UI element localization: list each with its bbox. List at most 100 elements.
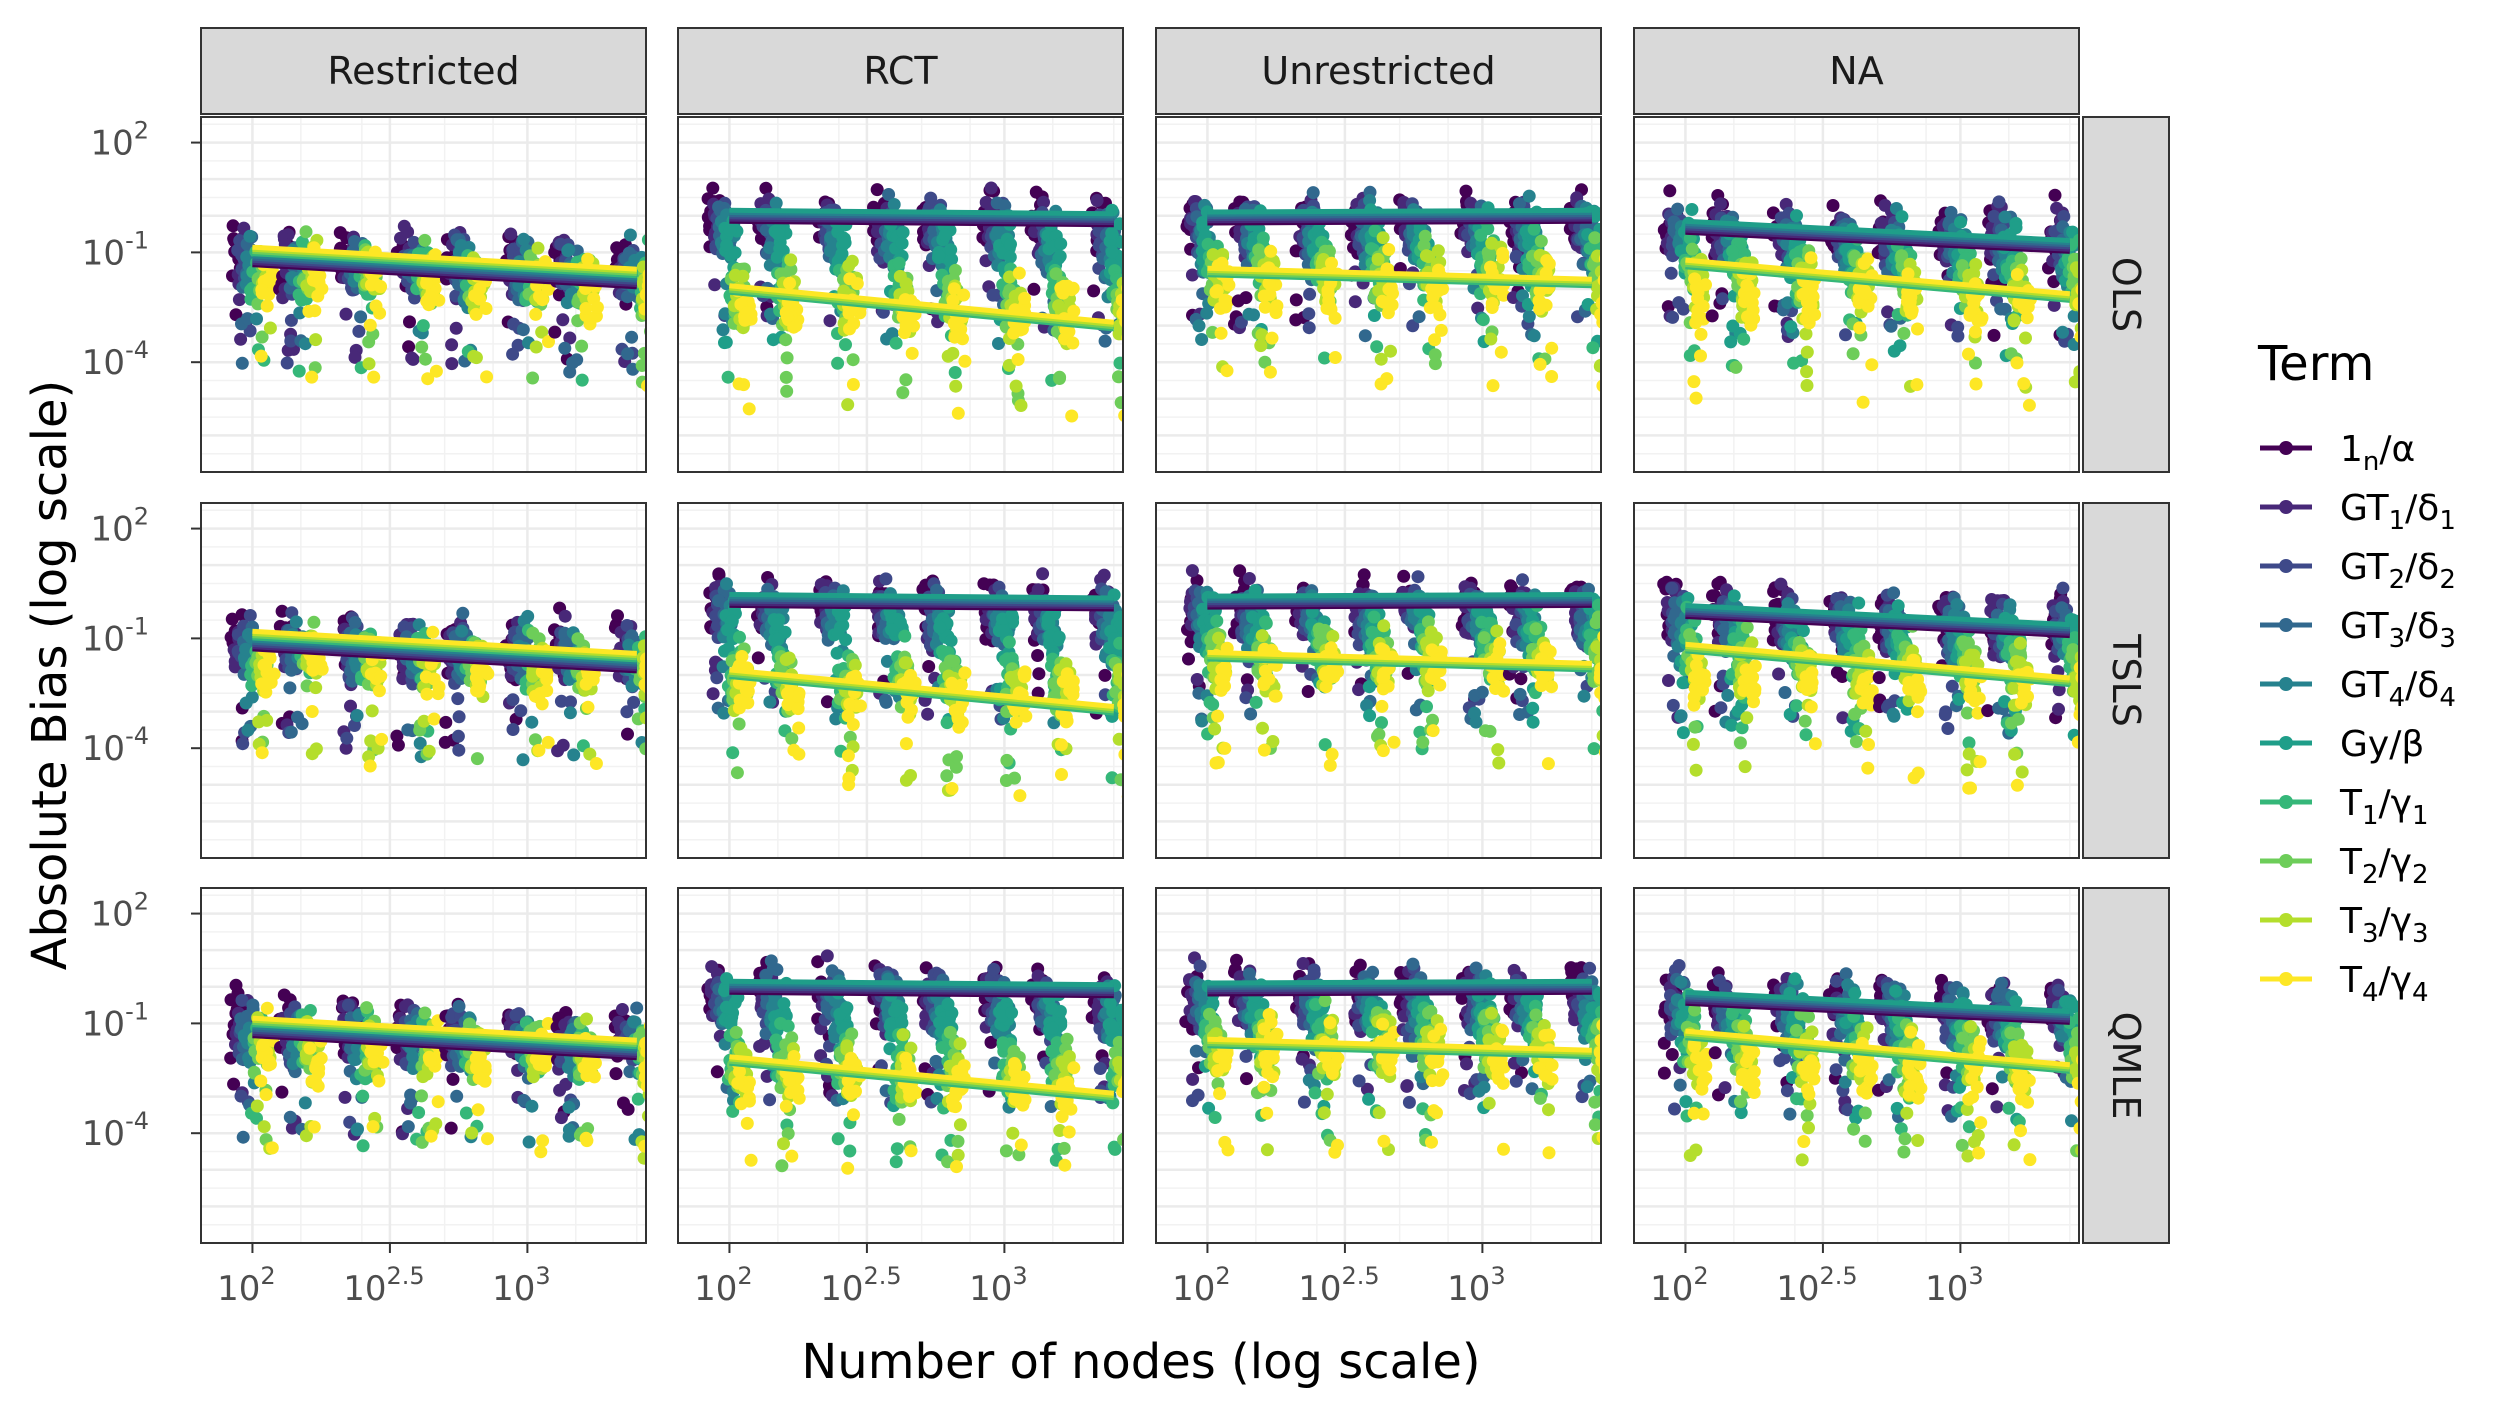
point-T_3 xyxy=(1009,379,1023,393)
point-T_4 xyxy=(259,677,273,691)
point-T_4 xyxy=(260,1001,274,1015)
point-T_4 xyxy=(579,302,593,315)
point-GT_3 xyxy=(630,1001,644,1015)
point-T_3 xyxy=(422,744,436,758)
point-1_n xyxy=(444,1121,458,1135)
point-1_n xyxy=(621,727,634,741)
point-1_n xyxy=(759,181,773,195)
point-T_2 xyxy=(528,733,542,747)
trend-line-T_4 xyxy=(252,628,637,656)
point-T_3 xyxy=(362,357,376,371)
point-GT_3 xyxy=(625,330,639,344)
point-T_4 xyxy=(424,1129,438,1143)
point-GT_1 xyxy=(559,1077,573,1091)
point-T_3 xyxy=(736,269,750,283)
point-T_3 xyxy=(364,734,378,748)
point-T_2 xyxy=(1114,396,1123,410)
point-T_4 xyxy=(946,294,960,307)
point-1_n xyxy=(275,604,289,618)
point-T_3 xyxy=(1112,327,1123,341)
point-T_4 xyxy=(638,1070,646,1084)
point-1_n xyxy=(229,978,243,992)
point-Gy xyxy=(1054,237,1068,251)
point-T_4 xyxy=(854,699,867,713)
point-T_4 xyxy=(581,667,595,681)
point-GT_2 xyxy=(620,619,634,632)
point-T_4 xyxy=(481,667,495,681)
point-Gy xyxy=(932,249,946,263)
point-T_4 xyxy=(638,302,646,316)
point-T_4 xyxy=(791,702,805,716)
point-T_4 xyxy=(305,705,319,718)
point-T_4 xyxy=(904,309,918,323)
point-T_3 xyxy=(899,277,913,291)
point-GT_1 xyxy=(234,332,248,346)
point-T_4 xyxy=(366,1120,380,1134)
point-T_3 xyxy=(904,769,917,782)
point-GT_4 xyxy=(525,715,539,729)
point-T_4 xyxy=(638,1139,646,1153)
point-T_4 xyxy=(262,1054,276,1068)
facet-grid xyxy=(200,116,2080,1244)
point-T_3 xyxy=(465,1126,479,1140)
point-GT_2 xyxy=(243,324,257,338)
point-Gy xyxy=(770,617,784,631)
point-GT_4 xyxy=(561,244,575,258)
point-T_3 xyxy=(637,639,646,653)
point-T_3 xyxy=(637,1151,646,1165)
point-1_n xyxy=(446,1072,460,1086)
point-T_3 xyxy=(257,1120,271,1134)
point-GT_4 xyxy=(351,1122,364,1136)
point-T_1 xyxy=(721,370,735,384)
point-T_1 xyxy=(898,629,912,643)
point-GT_4 xyxy=(517,232,531,246)
point-T_4 xyxy=(639,665,646,679)
point-Gy xyxy=(895,236,909,250)
point-T_2 xyxy=(639,742,646,756)
point-T_3 xyxy=(467,349,481,363)
point-GT_3 xyxy=(452,999,466,1013)
point-T_4 xyxy=(374,669,388,683)
point-Gy xyxy=(830,646,844,660)
point-T_3 xyxy=(531,241,545,255)
point-GT_4 xyxy=(455,624,469,638)
point-GT_2 xyxy=(451,729,465,743)
point-1_n xyxy=(227,1077,241,1091)
point-T_4 xyxy=(581,252,595,266)
point-GT_1 xyxy=(558,609,572,623)
panel-border xyxy=(200,116,647,473)
point-T_1 xyxy=(889,336,903,350)
point-T_4 xyxy=(303,1041,317,1055)
point-T_4 xyxy=(427,712,441,726)
point-T_4 xyxy=(427,672,441,686)
point-1_n xyxy=(922,660,936,673)
point-T_4 xyxy=(255,746,269,760)
point-1_n xyxy=(277,988,291,1002)
point-T_4 xyxy=(841,749,855,763)
point-T_3 xyxy=(309,681,323,695)
facet-panel-rct-tsls xyxy=(677,502,1124,859)
point-GT_3 xyxy=(712,594,725,608)
point-GT_2 xyxy=(506,693,520,707)
point-1_n xyxy=(712,568,726,582)
point-GT_4 xyxy=(413,736,427,750)
point-T_4 xyxy=(948,330,962,344)
point-T_4 xyxy=(254,349,268,363)
point-T_4 xyxy=(1012,266,1026,280)
point-T_4 xyxy=(842,778,856,792)
point-T_1 xyxy=(459,1106,473,1120)
point-T_2 xyxy=(255,330,269,344)
point-GT_4 xyxy=(350,709,364,722)
point-T_4 xyxy=(468,289,482,303)
point-T_4 xyxy=(783,276,797,290)
point-T_4 xyxy=(255,286,269,300)
point-GT_1 xyxy=(504,227,518,241)
point-T_2 xyxy=(360,1001,374,1015)
point-T_1 xyxy=(631,1092,645,1106)
point-GT_1 xyxy=(556,313,570,327)
point-GT_2 xyxy=(407,235,421,249)
point-T_2 xyxy=(1049,267,1063,281)
point-GT_4 xyxy=(622,638,636,652)
point-T_3 xyxy=(535,325,549,339)
